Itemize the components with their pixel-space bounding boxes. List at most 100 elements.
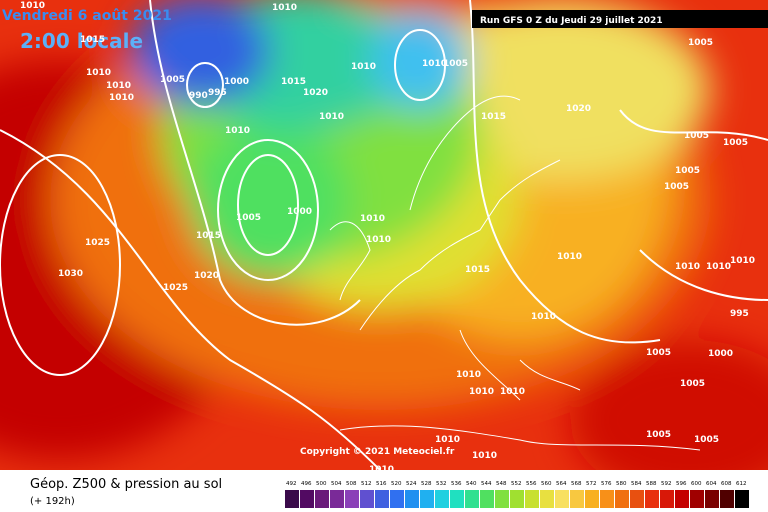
scale-swatch: [630, 490, 644, 508]
scale-label: 564: [556, 481, 567, 487]
isobar-label: 1000: [708, 349, 733, 359]
isobar-label: 1010: [351, 62, 376, 72]
scale-label: 612: [736, 481, 747, 487]
scale-label: 552: [511, 481, 522, 487]
isobar-label: 1030: [58, 269, 83, 279]
date: Vendredi 6 août 2021: [2, 8, 172, 24]
scale-label: 560: [541, 481, 552, 487]
isobar-label: 1020: [194, 271, 219, 281]
isobar-label: 1010: [366, 235, 391, 245]
isobar-label: 1010: [469, 387, 494, 397]
isobar-label: 1015: [481, 112, 506, 122]
time: 2:00 locale: [20, 29, 143, 53]
isobar-label: 1010: [272, 3, 297, 13]
isobar-label: 1015: [281, 77, 306, 87]
scale-label: 512: [361, 481, 372, 487]
scale-swatch: [660, 490, 674, 508]
scale-label: 544: [481, 481, 492, 487]
map-field: [0, 0, 768, 470]
scale-label: 496: [301, 481, 312, 487]
scale-swatch: [705, 490, 719, 508]
isobar-label: 1010: [435, 435, 460, 445]
scale-label: 504: [331, 481, 342, 487]
scale-swatch: [315, 490, 329, 508]
isobar-label: 1005: [160, 75, 185, 85]
scale-label: 572: [586, 481, 597, 487]
isobar-label: 1005: [675, 166, 700, 176]
legend-title: Géop. Z500 & pression au sol: [30, 477, 222, 492]
isobar-label: 990: [189, 91, 208, 101]
scale-swatch: [330, 490, 344, 508]
scale-label: 588: [646, 481, 657, 487]
scale-label: 568: [571, 481, 582, 487]
scale-swatch: [420, 490, 434, 508]
scale-swatch: [675, 490, 689, 508]
scale-swatch: [585, 490, 599, 508]
isobar-label: 1010: [557, 252, 582, 262]
scale-swatch: [435, 490, 449, 508]
scale-swatch: [525, 490, 539, 508]
copyright: Copyright © 2021 Meteociel.fr: [300, 447, 455, 457]
scale-label: 556: [526, 481, 537, 487]
scale-label: 576: [601, 481, 612, 487]
scale-swatch: [555, 490, 569, 508]
scale-label: 600: [691, 481, 702, 487]
isobar-label: 1010: [730, 256, 755, 266]
scale-label: 516: [376, 481, 387, 487]
scale-label: 604: [706, 481, 717, 487]
isobar-label: 995: [730, 309, 749, 319]
scale-swatch: [360, 490, 374, 508]
isobar-label: 1025: [85, 238, 110, 248]
scale-label: 536: [451, 481, 462, 487]
scale-swatch: [720, 490, 734, 508]
isobar-label: 995: [208, 88, 227, 98]
isobar-label: 1000: [287, 207, 312, 217]
isobar-label: 1010: [109, 93, 134, 103]
scale-swatch: [300, 490, 314, 508]
scale-swatch: [480, 490, 494, 508]
isobar-label: 1005: [443, 59, 468, 69]
isobar-label: 1010: [422, 59, 447, 69]
scale-swatch: [690, 490, 704, 508]
scale-label: 592: [661, 481, 672, 487]
isobar-label: 1015: [196, 231, 221, 241]
scale-swatch: [345, 490, 359, 508]
isobar-label: 1005: [723, 138, 748, 148]
run-info: Run GFS 0 Z du Jeudi 29 juillet 2021: [480, 16, 663, 26]
scale-label: 524: [406, 481, 417, 487]
lead-time: (+ 192h): [30, 496, 75, 507]
scale-label: 500: [316, 481, 327, 487]
scale-swatch: [570, 490, 584, 508]
isobar-label: 1005: [684, 131, 709, 141]
scale-label: 508: [346, 481, 357, 487]
isobar-label: 1000: [224, 77, 249, 87]
scale-swatch: [375, 490, 389, 508]
scale-label: 540: [466, 481, 477, 487]
isobar-label: 1010: [86, 68, 111, 78]
isobar-label: 1005: [236, 213, 261, 223]
isobar-label: 1010: [319, 112, 344, 122]
isobar-label: 1010: [706, 262, 731, 272]
isobar-label: 1010: [360, 214, 385, 224]
isobar-label: 1010: [456, 370, 481, 380]
coastlines: [329, 95, 701, 451]
scale-label: 580: [616, 481, 627, 487]
scale-swatch: [285, 490, 299, 508]
isobar-label: 1025: [163, 283, 188, 293]
isobar-label: 1005: [664, 182, 689, 192]
scale-label: 520: [391, 481, 402, 487]
isobar-label: 1010: [20, 1, 45, 11]
isobar-label: 1010: [500, 387, 525, 397]
scale-swatch: [735, 490, 749, 508]
run-box: [472, 10, 768, 28]
scale-label: 528: [421, 481, 432, 487]
scale-swatch: [390, 490, 404, 508]
scale-label: 584: [631, 481, 642, 487]
isobar-label: 1005: [688, 38, 713, 48]
isobars: [0, 0, 768, 470]
isobar-label: 1015: [465, 265, 490, 275]
isobar-label: 1010: [369, 465, 394, 475]
isobar-label: 1020: [303, 88, 328, 98]
isobar-label: 1005: [646, 430, 671, 440]
